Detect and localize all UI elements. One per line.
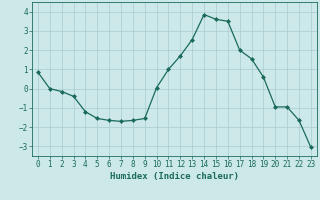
X-axis label: Humidex (Indice chaleur): Humidex (Indice chaleur) (110, 172, 239, 181)
